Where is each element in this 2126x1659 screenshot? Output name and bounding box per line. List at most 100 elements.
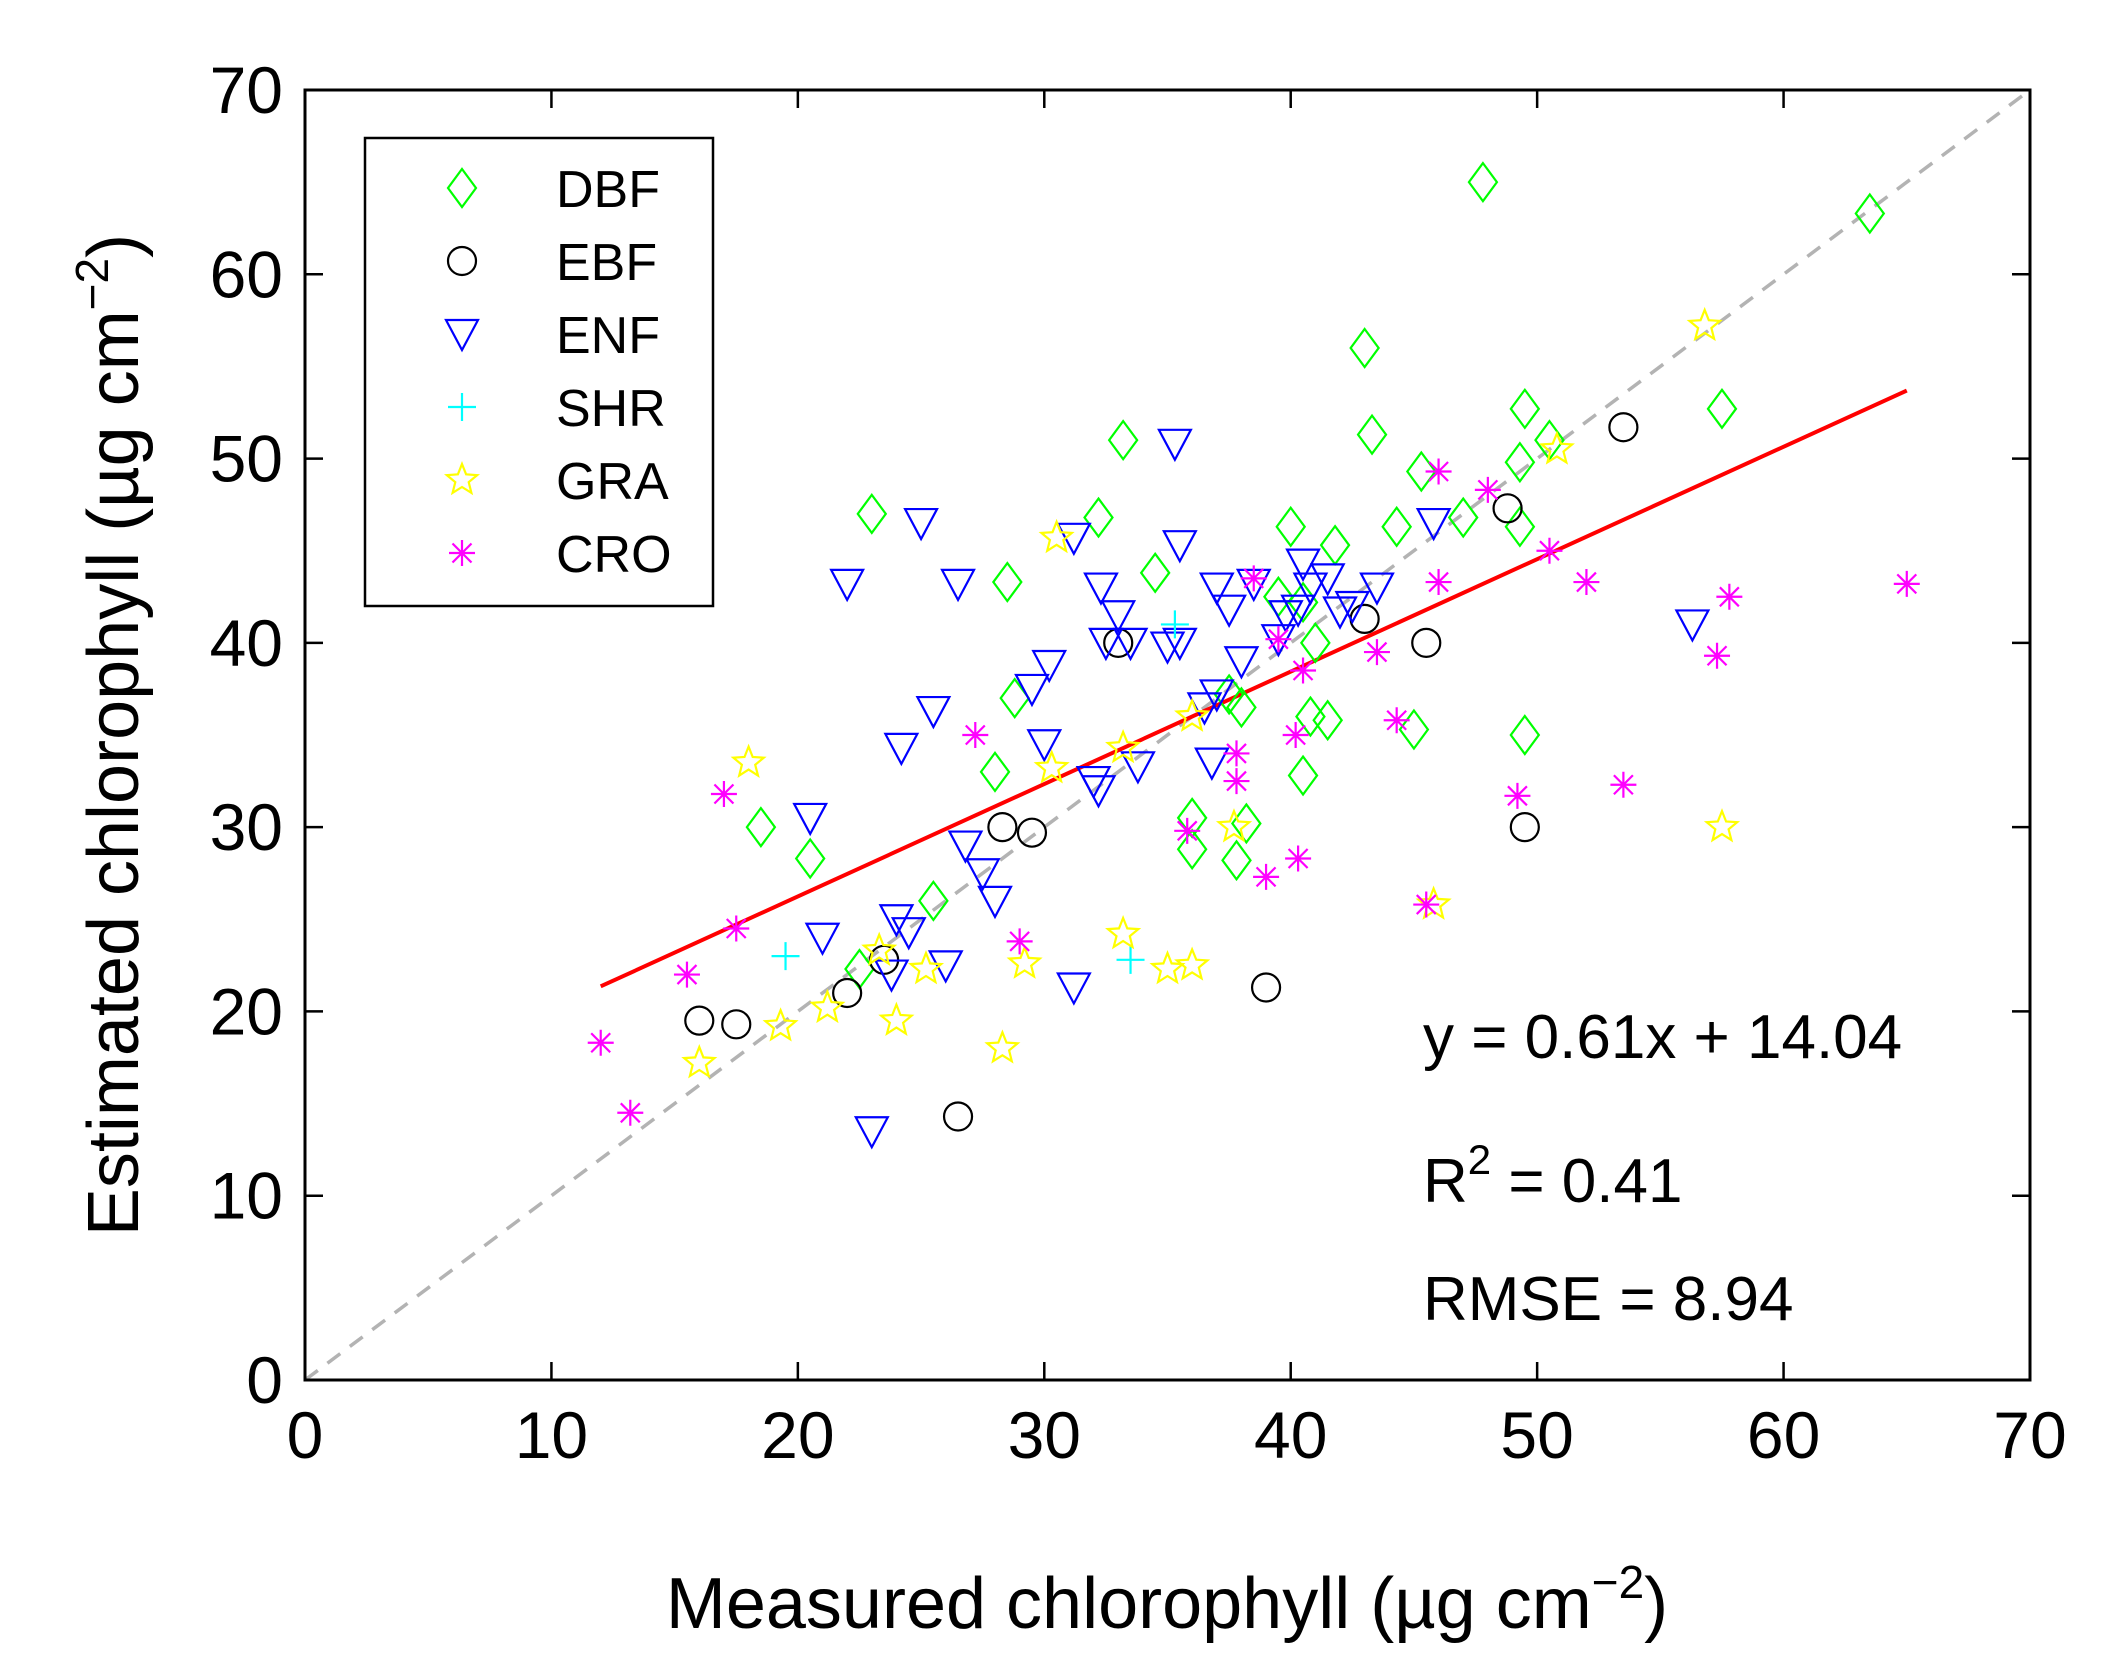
data-point-ebf — [942, 1101, 974, 1132]
data-point-ebf — [721, 1009, 752, 1040]
series-shr — [771, 610, 1189, 974]
data-point-cro — [1474, 476, 1501, 503]
legend: DBF EBF ENF SHR GRA CRO — [363, 136, 715, 608]
legend-box — [363, 136, 715, 608]
data-point-enf — [1080, 775, 1117, 809]
data-point-cro — [1610, 771, 1637, 798]
data-point-dbf — [1139, 551, 1171, 594]
y-tick-label: 60 — [210, 237, 283, 311]
data-point-cro — [1383, 707, 1410, 734]
data-point-dbf — [918, 880, 949, 922]
data-point-enf — [792, 802, 829, 837]
data-point-cro — [1425, 458, 1452, 485]
data-point-enf — [1026, 729, 1063, 763]
data-point-cro — [1425, 569, 1452, 596]
data-point-dbf — [991, 561, 1023, 603]
series-dbf — [745, 161, 1886, 990]
data-point-enf — [1280, 594, 1316, 629]
data-point-dbf — [1504, 441, 1536, 484]
legend-item-enf: ENF — [444, 307, 660, 365]
data-point-enf — [940, 568, 976, 603]
data-point-cro — [617, 1099, 644, 1126]
data-point-gra — [681, 1044, 718, 1079]
data-point-enf — [1309, 563, 1346, 597]
legend-item-ebf: EBF — [446, 234, 657, 292]
data-point-enf — [903, 507, 939, 542]
x-tick-label: 40 — [1254, 1398, 1327, 1472]
y-axis-title: Estimated chlorophyll (µg cm−2) — [66, 234, 154, 1236]
data-point-ebf — [1250, 972, 1282, 1003]
data-point-cro — [1413, 891, 1440, 918]
legend-item-gra: GRA — [444, 453, 669, 511]
data-point-dbf — [1504, 505, 1536, 548]
data-point-cro — [962, 722, 989, 748]
x-tick-label: 30 — [1008, 1398, 1081, 1472]
series-enf — [792, 428, 1711, 1150]
x-tick-label: 20 — [761, 1398, 834, 1472]
data-point-dbf — [1706, 387, 1738, 430]
data-point-dbf — [1405, 450, 1437, 493]
data-point-enf — [915, 695, 952, 730]
data-point-enf — [1194, 747, 1230, 781]
data-point-ebf — [1492, 493, 1523, 524]
data-point-cro — [1285, 845, 1312, 872]
plot-frame — [303, 88, 2032, 1382]
data-point-cro — [1240, 565, 1267, 592]
data-point-enf — [1083, 572, 1119, 606]
data-point-cro — [1363, 639, 1390, 666]
regression-line — [599, 388, 1908, 989]
data-point-ebf — [1411, 627, 1442, 658]
data-point-ebf — [1608, 412, 1639, 443]
y-tick-label: 30 — [210, 790, 283, 864]
data-point-dbf — [1221, 839, 1252, 882]
data-point-enf — [1359, 572, 1395, 606]
data-point-dbf — [1381, 505, 1413, 548]
data-point-ebf — [1509, 812, 1540, 843]
data-point-gra — [1105, 728, 1142, 764]
legend-label-dbf: DBF — [556, 161, 660, 219]
rmse-label: RMSE = 8.94 — [1423, 1265, 1793, 1334]
data-point-enf — [1056, 972, 1092, 1006]
legend-marker-shr — [448, 393, 476, 421]
data-point-enf — [890, 917, 927, 951]
data-point-dbf — [1356, 413, 1388, 456]
data-point-cro — [710, 780, 737, 807]
data-point-cro — [1265, 626, 1292, 653]
data-point-cro — [1290, 657, 1317, 684]
data-point-gra — [1686, 306, 1723, 342]
data-point-enf — [1198, 572, 1235, 606]
one-to-one-line — [303, 88, 2032, 1382]
data-point-cro — [1573, 569, 1600, 596]
data-point-gra — [1215, 808, 1253, 843]
data-point-enf — [853, 1116, 890, 1150]
data-point-gra — [861, 931, 898, 967]
data-point-gra — [878, 1001, 915, 1037]
legend-label-ebf: EBF — [556, 234, 657, 292]
data-point-enf — [947, 830, 984, 864]
data-point-ebf — [684, 1005, 715, 1036]
data-point-dbf — [1287, 754, 1319, 797]
data-point-cro — [673, 961, 700, 988]
data-point-enf — [1334, 590, 1371, 625]
data-point-enf — [1161, 530, 1198, 564]
data-point-enf — [977, 885, 1013, 920]
data-point-dbf — [1107, 419, 1139, 461]
data-point-dbf — [1349, 327, 1381, 369]
legend-label-gra: GRA — [556, 453, 669, 511]
data-point-cro — [1504, 782, 1531, 809]
legend-marker-ebf — [446, 245, 478, 277]
data-point-enf — [1186, 692, 1223, 726]
legend-label-shr: SHR — [556, 380, 666, 438]
y-tick-label: 70 — [210, 53, 283, 127]
data-point-dbf — [1467, 161, 1499, 203]
data-point-dbf — [1083, 496, 1114, 539]
data-point-cro — [1704, 642, 1731, 669]
data-point-cro — [1253, 863, 1280, 890]
data-point-gra — [1174, 697, 1211, 732]
data-point-cro — [1893, 570, 1920, 597]
y-tick-label: 40 — [210, 606, 283, 680]
data-point-dbf — [1176, 828, 1208, 871]
tick-labels: 0 10 20 30 40 50 60 70 0 10 20 30 40 50 60 70 — [210, 53, 2067, 1472]
data-point-cro — [1223, 740, 1250, 767]
